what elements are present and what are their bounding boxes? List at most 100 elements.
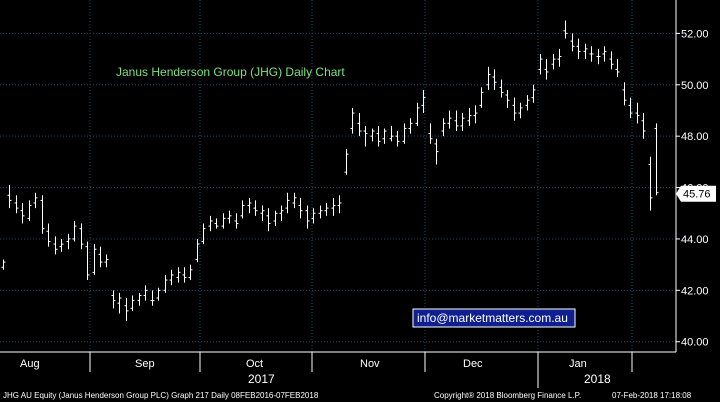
ohlc-bar — [253, 200, 258, 216]
ohlc-bar — [7, 184, 12, 209]
y-tick-label: 52.00 — [681, 28, 709, 40]
ohlc-bar — [156, 287, 161, 301]
ohlc-bar — [434, 138, 439, 165]
ohlc-bar — [273, 210, 278, 227]
x-tick-label: Nov — [360, 358, 380, 370]
ohlc-bar — [260, 205, 265, 221]
ohlc-bar — [395, 131, 400, 147]
ohlc-bar — [370, 128, 375, 142]
ohlc-bar — [208, 215, 213, 232]
watermark-text: info@marketmatters.com.au — [417, 311, 568, 325]
ohlc-bar — [98, 246, 103, 268]
ohlc-bar — [357, 113, 362, 137]
watermark-box — [412, 308, 576, 328]
ohlc-bar — [602, 46, 607, 62]
ohlc-bar — [570, 33, 575, 52]
ohlc-bar — [382, 128, 387, 144]
ohlc-bar — [641, 113, 646, 139]
ohlc-bar — [92, 244, 97, 275]
last-price-label: 45.76 — [683, 189, 711, 201]
ohlc-bar — [14, 195, 19, 214]
ohlc-bar — [479, 87, 484, 108]
ohlc-bar — [79, 223, 84, 250]
ohlc-bar — [460, 113, 465, 132]
x-tick-label: Jan — [569, 358, 587, 370]
ohlc-bar — [195, 238, 200, 263]
ohlc-bar — [324, 202, 329, 216]
ohlc-bar — [654, 123, 659, 196]
ohlc-bar — [563, 20, 568, 39]
ohlc-bar — [402, 123, 407, 144]
ohlc-bar — [428, 123, 433, 144]
last-price-marker: 45.76 — [676, 185, 716, 202]
x-tick-label: Sep — [135, 358, 155, 370]
ohlc-bar — [247, 197, 252, 214]
price-bars — [1, 20, 659, 322]
ohlc-bar — [266, 208, 271, 232]
ohlc-bar — [408, 118, 413, 134]
ohlc-bar — [130, 295, 135, 311]
ohlc-bar — [337, 195, 342, 214]
ohlc-bar — [628, 97, 633, 119]
ohlc-bar — [454, 110, 459, 132]
ohlc-bar — [557, 48, 562, 67]
ohlc-bar — [188, 264, 193, 281]
ohlc-bar — [298, 197, 303, 219]
ohlc-bar — [137, 292, 142, 306]
year-label: 2017 — [248, 372, 275, 386]
ohlc-bar — [59, 238, 64, 252]
ohlc-bar — [27, 200, 32, 221]
ohlc-bar — [182, 267, 187, 283]
ohlc-bar — [538, 53, 543, 75]
ohlc-bar — [169, 269, 174, 286]
ohlc-bar — [279, 205, 284, 221]
x-tick-label: Oct — [246, 358, 263, 370]
ohlc-bar — [473, 105, 478, 124]
ohlc-bar — [227, 210, 232, 224]
ohlc-bar — [415, 102, 420, 126]
ohlc-bar — [72, 220, 77, 242]
x-axis: Aug Sep Oct Nov Dec Jan 2017 2018 — [0, 351, 676, 388]
ohlc-bar — [40, 195, 45, 234]
ohlc-bar — [622, 82, 627, 106]
ohlc-bar — [85, 241, 90, 281]
ohlc-bar — [46, 223, 51, 247]
ohlc-bar — [648, 156, 653, 211]
footer-center: Copyright® 2018 Bloomberg Finance L.P. — [434, 391, 581, 400]
ohlc-bar — [486, 66, 491, 90]
ohlc-bar — [20, 202, 25, 224]
ohlc-bar — [544, 59, 549, 80]
last-price-badge — [676, 185, 716, 202]
footer-left: JHG AU Equity (Janus Henderson Group PLC… — [3, 391, 319, 400]
ohlc-bar — [492, 69, 497, 90]
ohlc-bar — [311, 208, 316, 224]
y-tick-label: 40.00 — [681, 337, 709, 349]
ohlc-bar — [240, 200, 245, 219]
ohlc-bar — [525, 95, 530, 111]
ohlc-bar — [66, 233, 71, 250]
ohlc-bar — [318, 205, 323, 219]
ohlc-bar — [389, 125, 394, 142]
ohlc-bar — [104, 254, 109, 268]
ohlc-bar — [163, 274, 168, 293]
ohlc-bar — [551, 53, 556, 70]
ohlc-bar — [117, 292, 122, 314]
ohlc-bar — [596, 48, 601, 65]
ohlc-bar — [531, 84, 536, 103]
ohlc-bar — [615, 59, 620, 78]
ohlc-bar — [350, 107, 355, 134]
ohlc-bar — [635, 102, 640, 124]
ohlc-bar — [124, 298, 129, 322]
footer-right: 07-Feb-2018 17:18:08 — [612, 391, 692, 400]
ohlc-bar — [53, 236, 58, 255]
ohlc-bar — [609, 51, 614, 70]
ohlc-bar — [467, 107, 472, 126]
ohlc-bar — [505, 89, 510, 108]
y-tick-label: 42.00 — [681, 285, 709, 297]
ohlc-bar — [214, 218, 219, 229]
ohlc-bar — [176, 267, 181, 283]
ohlc-bar — [201, 223, 206, 245]
ohlc-bar — [447, 110, 452, 129]
